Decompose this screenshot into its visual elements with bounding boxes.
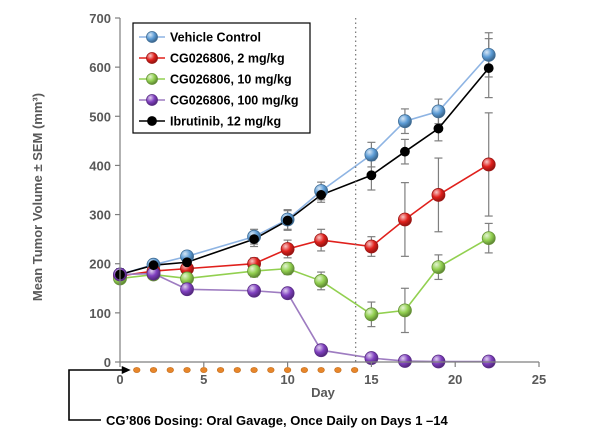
data-point (431, 104, 446, 119)
dosing-markers (133, 367, 359, 373)
legend-marker (146, 52, 158, 64)
data-point (316, 190, 327, 200)
x-tick-label: 15 (364, 372, 378, 387)
dosing-dot (300, 367, 308, 373)
series-line (119, 67, 490, 276)
data-point (182, 257, 192, 268)
legend: Vehicle Control CG026806, 2 mg/kg CG026806… (132, 22, 311, 134)
dosing-dot (351, 367, 359, 373)
data-point (481, 157, 496, 172)
data-point (247, 264, 261, 278)
y-tick-label: 0 (104, 355, 111, 370)
data-point (433, 123, 444, 134)
y-tick-label: 600 (89, 60, 111, 75)
x-tick-label: 10 (280, 372, 294, 387)
dosing-dot (233, 367, 241, 373)
x-tick-label: 5 (200, 372, 207, 387)
series-line (119, 54, 490, 276)
legend-label: CG026806, 100 mg/kg (170, 94, 299, 108)
dosing-dot (216, 367, 225, 373)
dosing-dot (250, 367, 258, 373)
data-point (280, 242, 295, 256)
data-point (483, 63, 494, 74)
dosing-dot (317, 367, 325, 373)
y-tick-label: 300 (89, 208, 111, 223)
legend-label: CG026806, 10 mg/kg (170, 73, 292, 87)
x-tick-label: 25 (532, 372, 546, 387)
series-lines (119, 54, 490, 363)
x-tick-label: 0 (116, 372, 123, 387)
x-tick-label: 20 (448, 372, 462, 387)
data-point (314, 343, 329, 358)
data-point (314, 274, 329, 288)
dosing-dot (149, 367, 158, 373)
data-point (314, 233, 329, 248)
data-point (247, 283, 261, 298)
data-point (180, 282, 194, 297)
y-tick-label: 700 (89, 11, 111, 26)
y-tick-label: 200 (89, 257, 111, 272)
dosing-dot (200, 367, 208, 373)
legend-label: Vehicle Control (170, 31, 261, 45)
data-point (398, 114, 412, 129)
legend-box (132, 22, 311, 134)
data-point (280, 261, 295, 276)
legend-label: Ibrutinib, 12 mg/kg (170, 115, 281, 129)
data-point (148, 260, 159, 271)
data-point (398, 212, 412, 227)
legend-marker (147, 116, 157, 126)
dosing-annotation-text: CG’806 Dosing: Oral Gavage, Once Daily o… (106, 413, 449, 428)
dosing-dot (334, 367, 342, 373)
data-point (400, 146, 410, 157)
data-point (249, 234, 259, 245)
dosing-arrow-head (121, 366, 131, 374)
data-point (364, 147, 379, 162)
dosing-dot (133, 367, 141, 373)
dosing-dot (284, 367, 292, 373)
data-point (481, 47, 496, 62)
data-point (364, 239, 379, 254)
x-axis-title: Day (311, 385, 336, 400)
legend-marker (146, 73, 158, 85)
series-line (119, 163, 490, 277)
dosing-annotation: CG’806 Dosing: Oral Gavage, Once Daily o… (68, 366, 449, 428)
data-point (364, 307, 379, 322)
dosing-dot (267, 367, 275, 373)
series-line (119, 237, 490, 316)
data-point (366, 170, 377, 181)
data-point (398, 354, 412, 368)
tick-labels: 0 100 200 300 400 500 600 700 0 5 10 15 20 25 (89, 11, 546, 387)
axes (115, 17, 540, 367)
data-point (481, 231, 496, 246)
y-tick-label: 100 (89, 306, 111, 321)
legend-marker (146, 94, 158, 106)
legend-marker (146, 31, 158, 43)
data-point (282, 215, 293, 226)
y-tick-label: 500 (89, 109, 111, 124)
data-point (431, 260, 446, 275)
data-point (280, 286, 295, 301)
dosing-dot (183, 367, 191, 373)
data-point (431, 188, 446, 202)
series-line (119, 272, 489, 363)
y-axis-title: Mean Tumor Volume ± SEM (mm³) (30, 93, 45, 301)
dosing-dot (166, 367, 174, 373)
series-points (113, 47, 496, 369)
dosing-arrow-line (68, 369, 127, 421)
data-point (398, 303, 412, 318)
legend-label: CG026806, 2 mg/kg (170, 52, 285, 66)
y-tick-label: 400 (89, 158, 111, 173)
